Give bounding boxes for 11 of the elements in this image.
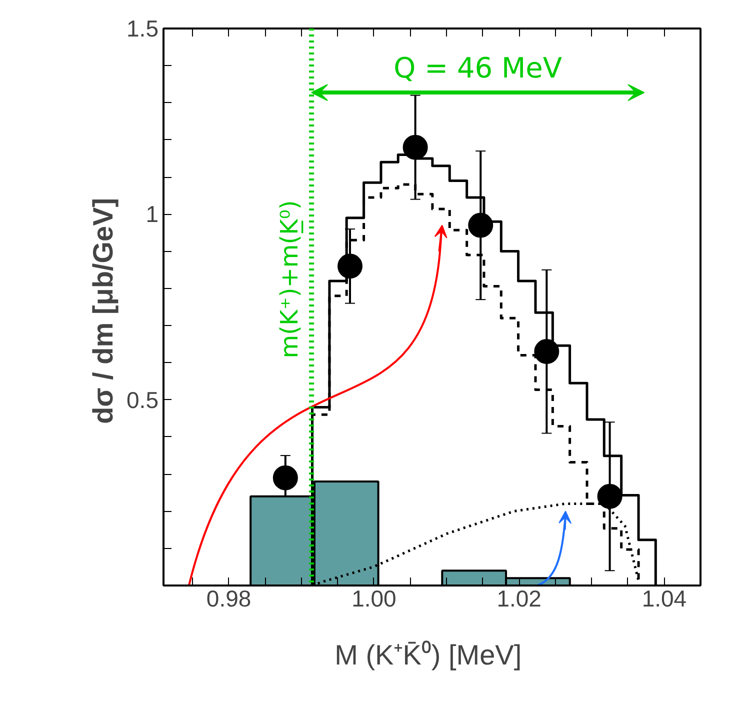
ref-line-label: m(K⁺)+m(K̲⁰) <box>276 200 304 358</box>
x-tick-label: 1.00 <box>352 586 396 612</box>
annotation: Q = 46 MeV <box>394 52 562 85</box>
y-tick-label: 1.5 <box>126 16 159 42</box>
x-tick-label: 0.98 <box>206 586 252 612</box>
y-tick-label: 1 <box>146 201 159 228</box>
x-tick-label: 1.04 <box>642 586 687 612</box>
y-tick-label: 0.5 <box>126 386 159 413</box>
y-axis-title: dσ / dm [μb/GeV] <box>88 198 119 424</box>
x-tick-label: 1.02 <box>496 586 542 612</box>
x-axis-title: M (K⁺K̄⁰) [MeV] <box>334 640 522 670</box>
